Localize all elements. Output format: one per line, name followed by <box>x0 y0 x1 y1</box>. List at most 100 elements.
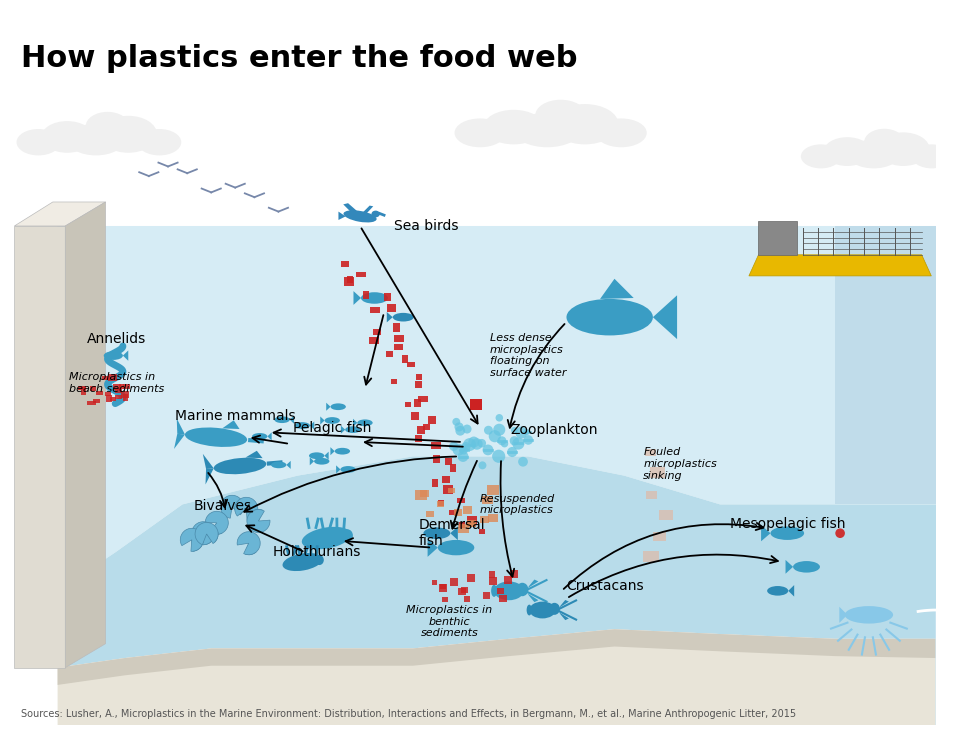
Ellipse shape <box>302 527 351 549</box>
Text: Sea birds: Sea birds <box>394 219 458 233</box>
Ellipse shape <box>214 458 266 474</box>
Ellipse shape <box>494 582 524 600</box>
Bar <box>448 488 454 494</box>
Polygon shape <box>310 457 314 465</box>
Wedge shape <box>235 497 257 520</box>
Circle shape <box>478 439 487 448</box>
Ellipse shape <box>252 433 267 440</box>
Wedge shape <box>232 502 244 514</box>
Bar <box>96 391 103 395</box>
Polygon shape <box>387 312 393 323</box>
Ellipse shape <box>185 428 247 447</box>
Text: Sources: Lusher, A., Microplastics in the Marine Environment: Distribution, Inte: Sources: Lusher, A., Microplastics in th… <box>21 709 797 719</box>
Polygon shape <box>58 629 936 685</box>
Polygon shape <box>341 425 345 434</box>
Bar <box>370 307 379 314</box>
Ellipse shape <box>67 124 125 155</box>
Ellipse shape <box>770 526 804 540</box>
Ellipse shape <box>596 118 646 147</box>
Ellipse shape <box>357 420 372 426</box>
Bar <box>109 397 116 401</box>
Wedge shape <box>202 534 212 545</box>
Wedge shape <box>192 522 214 545</box>
Bar <box>649 467 665 477</box>
Bar <box>499 594 507 602</box>
Ellipse shape <box>844 606 893 624</box>
Text: Annelids: Annelids <box>87 332 145 346</box>
Bar <box>393 323 400 332</box>
Polygon shape <box>761 525 770 541</box>
Polygon shape <box>363 206 373 214</box>
Polygon shape <box>206 468 214 485</box>
Polygon shape <box>560 600 568 608</box>
Bar <box>364 291 370 299</box>
Bar <box>484 592 490 599</box>
Polygon shape <box>839 607 847 623</box>
Bar <box>387 304 396 312</box>
Wedge shape <box>180 528 204 551</box>
Bar <box>115 394 122 399</box>
Bar <box>370 337 379 344</box>
Text: Crustacans: Crustacans <box>566 579 644 593</box>
Text: Marine mammals: Marine mammals <box>175 409 295 423</box>
Polygon shape <box>353 419 357 427</box>
Circle shape <box>457 451 468 462</box>
Ellipse shape <box>824 137 871 166</box>
Bar <box>406 402 411 407</box>
Polygon shape <box>325 451 329 460</box>
Circle shape <box>501 440 508 448</box>
Text: Pelagic fish: Pelagic fish <box>292 420 371 434</box>
Circle shape <box>512 437 525 450</box>
Bar <box>479 529 486 534</box>
Bar <box>461 587 468 593</box>
Circle shape <box>449 442 458 451</box>
Polygon shape <box>175 434 185 449</box>
Polygon shape <box>354 291 361 305</box>
Circle shape <box>459 446 468 454</box>
Bar <box>407 362 414 368</box>
Polygon shape <box>428 539 438 556</box>
Bar <box>759 221 797 255</box>
Bar <box>457 524 469 533</box>
Ellipse shape <box>315 555 324 565</box>
Ellipse shape <box>526 605 532 616</box>
Circle shape <box>483 445 493 455</box>
Ellipse shape <box>529 602 556 619</box>
Bar <box>497 588 504 594</box>
Ellipse shape <box>423 528 450 539</box>
Circle shape <box>493 424 505 436</box>
Wedge shape <box>247 509 257 520</box>
Text: Bivalves: Bivalves <box>194 500 253 514</box>
Ellipse shape <box>294 422 310 429</box>
Bar <box>106 395 112 402</box>
Polygon shape <box>267 432 272 440</box>
Bar <box>341 261 349 266</box>
Circle shape <box>463 438 476 451</box>
Ellipse shape <box>491 585 497 597</box>
Ellipse shape <box>340 466 356 473</box>
Ellipse shape <box>454 118 506 147</box>
Wedge shape <box>237 532 260 555</box>
Bar <box>415 435 422 443</box>
Bar <box>108 374 117 380</box>
Circle shape <box>484 425 493 434</box>
Bar <box>414 381 422 389</box>
Bar <box>123 384 130 389</box>
Bar <box>119 384 124 389</box>
Bar <box>467 519 476 527</box>
Polygon shape <box>58 457 936 667</box>
Bar <box>448 510 457 515</box>
Polygon shape <box>600 279 634 299</box>
Bar <box>115 388 122 393</box>
Bar <box>391 379 397 384</box>
Bar <box>423 424 430 430</box>
Bar <box>457 498 465 502</box>
Wedge shape <box>206 511 228 534</box>
Bar <box>653 531 667 541</box>
Text: Microplastics in
benthic
sediments: Microplastics in benthic sediments <box>407 605 492 638</box>
Bar <box>443 596 448 602</box>
Ellipse shape <box>877 132 930 166</box>
Bar <box>78 386 86 391</box>
Ellipse shape <box>912 144 952 169</box>
Wedge shape <box>252 510 262 521</box>
